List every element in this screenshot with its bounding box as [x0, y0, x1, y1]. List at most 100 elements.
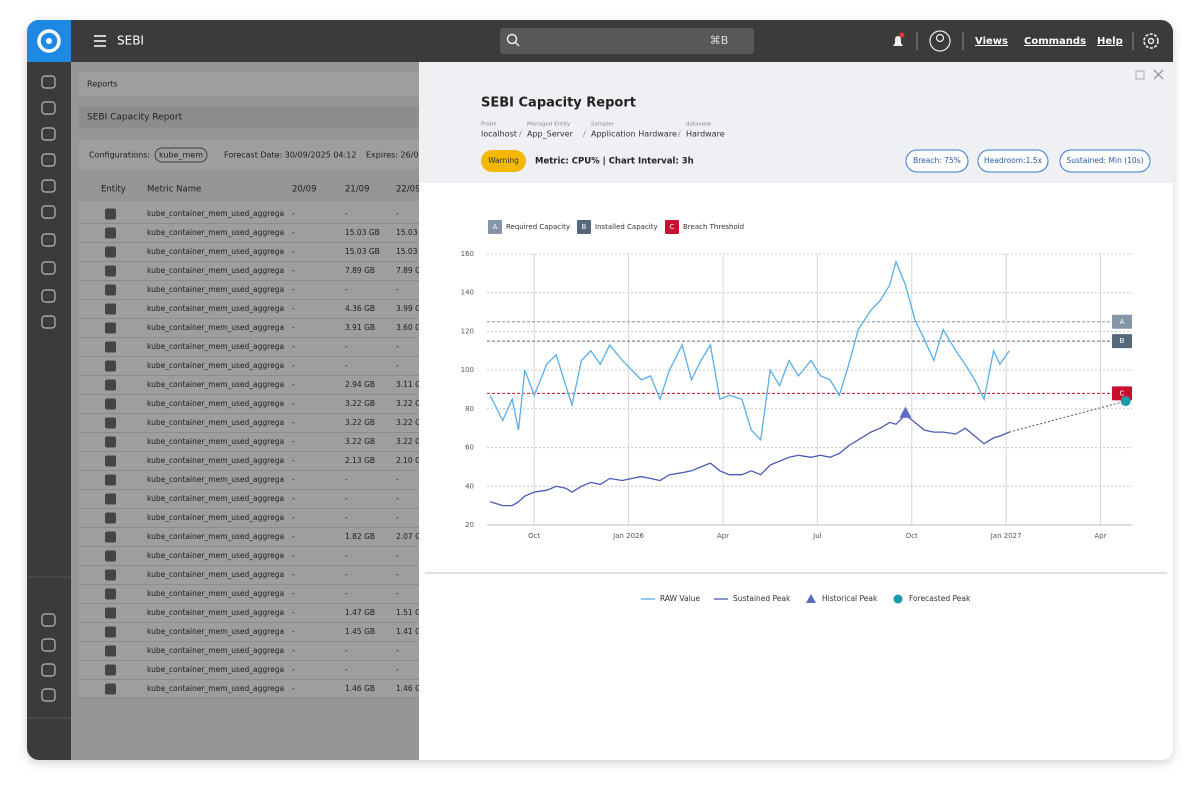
nav-icon[interactable] [41, 289, 56, 303]
row-checkbox[interactable] [105, 227, 116, 239]
cell: - [292, 456, 295, 465]
nav-icon[interactable] [41, 261, 56, 275]
user-avatar[interactable] [929, 30, 951, 52]
nav-link[interactable]: Help [1097, 36, 1123, 47]
nav-link[interactable]: Commands [1024, 36, 1086, 47]
cell: - [345, 285, 348, 294]
config-chip-bg[interactable] [154, 147, 208, 163]
row-checkbox[interactable] [105, 379, 116, 391]
cell: 3.22 GB [345, 399, 375, 408]
pill-bg[interactable] [905, 149, 969, 173]
close-button[interactable] [1153, 69, 1164, 80]
row-checkbox[interactable] [105, 531, 116, 543]
nav-icon[interactable] [41, 638, 56, 652]
legend-label: Breach Threshold [683, 223, 744, 231]
x-tick-label: Oct [528, 532, 540, 540]
cell: - [345, 589, 348, 598]
legend-swatch [893, 594, 903, 604]
column-header: Entity [101, 185, 126, 195]
legend-label: Required Capacity [506, 223, 570, 231]
row-checkbox[interactable] [105, 626, 116, 638]
metric-name: kube_container_mem_used_aggrega [147, 494, 284, 503]
cell: 3.22 GB [396, 418, 426, 427]
row-checkbox[interactable] [105, 645, 116, 657]
metric-name: kube_container_mem_used_aggrega [147, 399, 284, 408]
row-checkbox[interactable] [105, 246, 116, 258]
row-checkbox[interactable] [105, 417, 116, 429]
threshold-badge [1112, 314, 1132, 329]
row-checkbox[interactable] [105, 303, 116, 315]
cell: 1.51 GB [396, 608, 426, 617]
row-checkbox[interactable] [105, 265, 116, 277]
pill-bg[interactable] [1059, 149, 1151, 173]
nav-icon[interactable] [41, 101, 56, 115]
breadcrumb-bar [79, 72, 419, 96]
row-checkbox[interactable] [105, 341, 116, 353]
metric-name: kube_container_mem_used_aggrega [147, 285, 284, 294]
row-checkbox[interactable] [105, 683, 116, 695]
row-checkbox[interactable] [105, 588, 116, 600]
row-checkbox[interactable] [105, 550, 116, 562]
nav-link[interactable]: Views [975, 36, 1008, 47]
nav-icon[interactable] [41, 315, 56, 329]
row-checkbox[interactable] [105, 474, 116, 486]
y-tick-label: 140 [461, 289, 474, 297]
series-line [489, 413, 1010, 507]
cell: - [345, 646, 348, 655]
pill-bg[interactable] [977, 149, 1049, 173]
row-checkbox[interactable] [105, 493, 116, 505]
table-header [79, 177, 419, 201]
cell: - [292, 342, 295, 351]
cell: - [396, 646, 399, 655]
cell: 15.03 GB [396, 228, 431, 237]
row-checkbox[interactable] [105, 208, 116, 220]
legend-badge [577, 220, 591, 234]
menu-button[interactable] [94, 35, 106, 47]
popout-button[interactable] [1135, 70, 1145, 80]
pill: Sustained: Min (10s) [1066, 156, 1143, 165]
row-checkbox[interactable] [105, 664, 116, 676]
notification-dot [899, 32, 905, 38]
nav-icon[interactable] [41, 205, 56, 219]
row-checkbox[interactable] [105, 607, 116, 619]
row-checkbox[interactable] [105, 436, 116, 448]
nav-icon[interactable] [41, 688, 56, 702]
nav-icon[interactable] [41, 127, 56, 141]
row-checkbox[interactable] [105, 322, 116, 334]
row-checkbox[interactable] [105, 398, 116, 410]
status-pill [481, 150, 526, 172]
tab-bar [79, 106, 419, 128]
threshold-badge-label: A [1120, 318, 1125, 326]
cell: - [345, 494, 348, 503]
cell: 7.89 GB [345, 266, 375, 275]
x-tick-label: Apr [1094, 532, 1106, 540]
settings[interactable] [1143, 33, 1159, 49]
meta-value: Hardware [686, 130, 725, 139]
nav-icon[interactable] [41, 663, 56, 677]
metric-name: kube_container_mem_used_aggrega [147, 361, 284, 370]
y-tick-label: 100 [461, 366, 474, 374]
nav-icon[interactable] [41, 75, 56, 89]
x-tick-label: Jan 2026 [612, 532, 644, 540]
cell: - [345, 361, 348, 370]
nav-icon[interactable] [41, 179, 56, 193]
cell: - [396, 551, 399, 560]
forecasted-peak [1120, 396, 1131, 407]
metric-name: kube_container_mem_used_aggrega [147, 228, 284, 237]
nav-icon[interactable] [41, 233, 56, 247]
forecast-line [1009, 400, 1126, 433]
tab[interactable]: SEBI Capacity Report [87, 113, 183, 123]
cell: - [345, 342, 348, 351]
breadcrumb[interactable]: Reports [87, 80, 118, 89]
nav-icon[interactable] [41, 613, 56, 627]
row-checkbox[interactable] [105, 284, 116, 296]
search-box[interactable] [500, 28, 754, 54]
cell: 2.07 GB [396, 532, 426, 541]
row-checkbox[interactable] [105, 360, 116, 372]
row-checkbox[interactable] [105, 569, 116, 581]
nav-icon[interactable] [41, 153, 56, 167]
row-checkbox[interactable] [105, 455, 116, 467]
row-checkbox[interactable] [105, 512, 116, 524]
notifications[interactable] [893, 36, 903, 46]
cell: - [396, 513, 399, 522]
